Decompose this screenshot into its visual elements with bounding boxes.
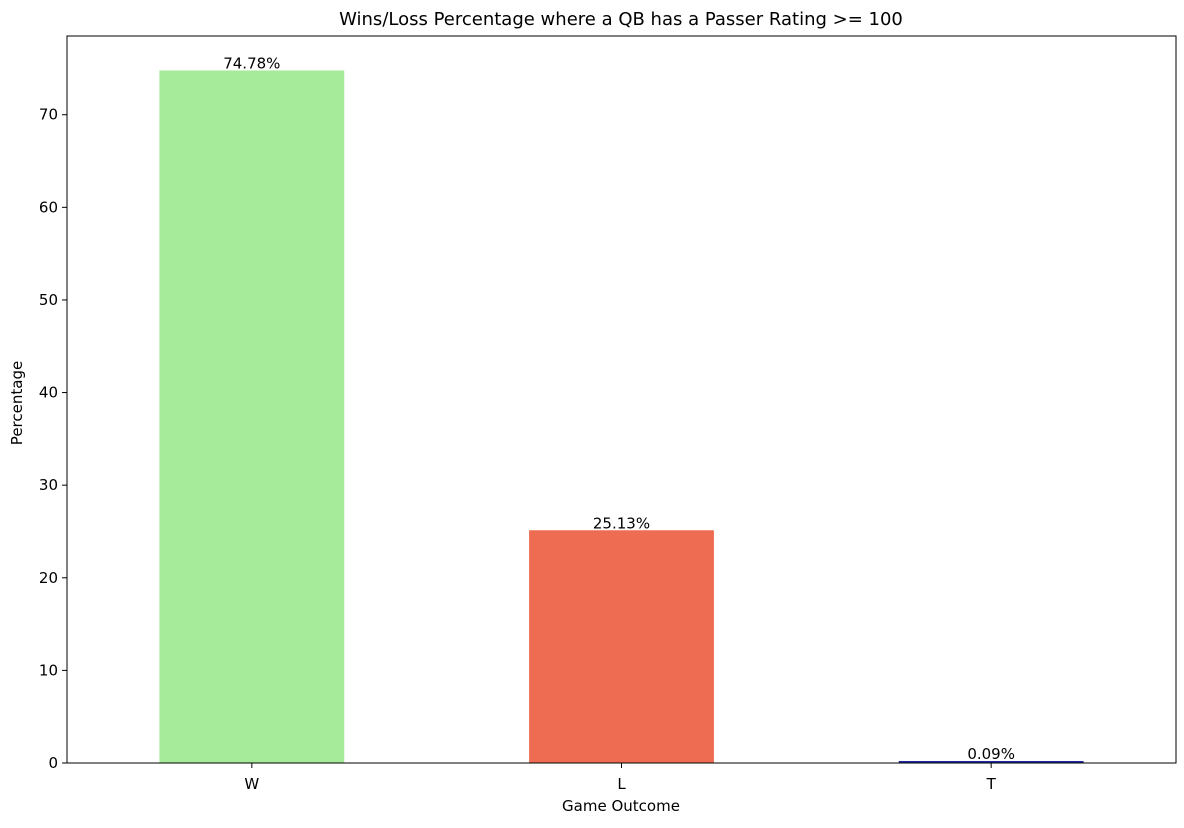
bar-l bbox=[529, 530, 714, 763]
y-tick-label: 60 bbox=[39, 198, 58, 216]
bar-t bbox=[898, 761, 1084, 763]
x-tick-label: T bbox=[986, 775, 997, 793]
y-tick-label: 30 bbox=[39, 476, 58, 494]
y-axis-label: Percentage bbox=[8, 361, 26, 445]
data-label-t: 0.09% bbox=[967, 745, 1015, 763]
data-label-l: 25.13% bbox=[593, 514, 650, 532]
data-labels-layer: 74.78% 25.13% 0.09% bbox=[223, 54, 1015, 763]
y-tick-label: 40 bbox=[39, 384, 58, 402]
x-axis-label: Game Outcome bbox=[562, 797, 680, 815]
x-tick-label: W bbox=[244, 775, 259, 793]
y-tick-label: 20 bbox=[39, 569, 58, 587]
y-tick-label: 10 bbox=[39, 661, 58, 679]
plot-frame bbox=[66, 35, 1177, 764]
data-label-w: 74.78% bbox=[223, 54, 280, 72]
bars-layer bbox=[159, 70, 1084, 763]
axes-layer: W L T 0 10 20 30 40 50 60 70 bbox=[39, 106, 997, 793]
y-tick-label: 50 bbox=[39, 291, 58, 309]
y-tick-label: 0 bbox=[48, 754, 58, 772]
x-tick-label: L bbox=[617, 775, 626, 793]
chart-title: Wins/Loss Percentage where a QB has a Pa… bbox=[339, 9, 903, 30]
y-tick-label: 70 bbox=[39, 106, 58, 124]
bar-w bbox=[159, 70, 345, 763]
